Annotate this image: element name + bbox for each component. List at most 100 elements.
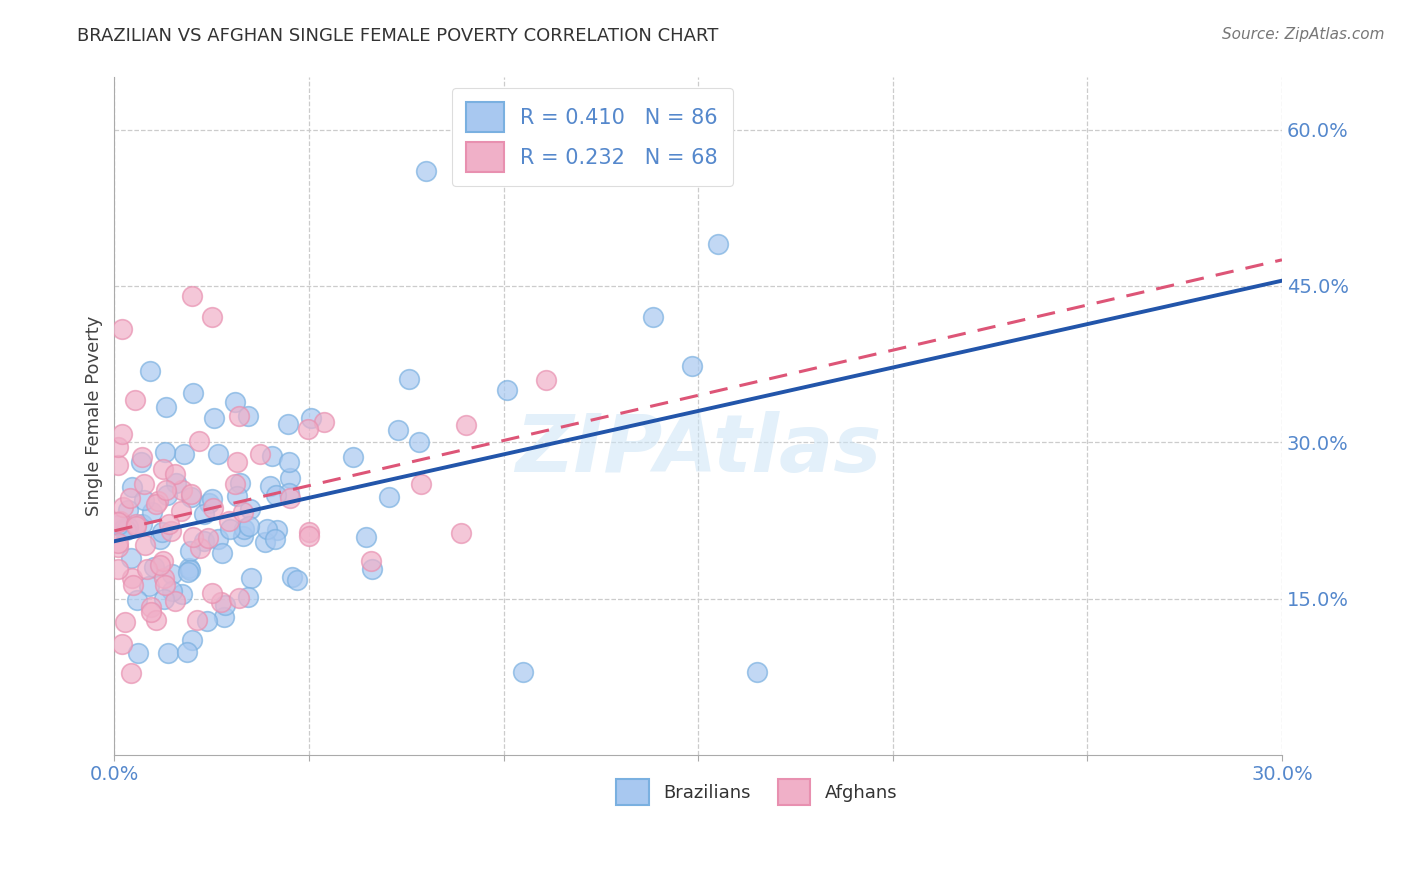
Point [263,532,285,546]
Point [163,467,186,481]
Point [238,519,260,533]
Point [124,392,146,407]
Point [361,562,384,576]
Point [124,519,146,533]
Point [127,646,149,660]
Point [186,613,208,627]
Point [641,310,664,325]
Point [141,600,163,615]
Point [142,560,165,574]
Point [534,373,557,387]
Point [285,573,308,587]
Point [254,535,277,549]
Point [214,598,236,612]
Point [165,476,187,491]
Point [107,515,129,529]
Point [129,455,152,469]
Point [125,516,148,531]
Point [108,514,131,528]
Point [256,522,278,536]
Point [236,409,259,424]
Point [155,483,177,498]
Point [187,434,209,449]
Point [188,541,211,556]
Point [377,491,399,505]
Point [114,615,136,629]
Point [155,400,177,414]
Point [181,530,204,544]
Point [131,516,153,531]
Point [681,359,703,373]
Point [226,489,249,503]
Point [120,551,142,566]
Point [181,386,204,401]
Point [121,571,143,585]
Point [107,458,129,472]
Point [125,593,148,607]
Point [354,530,377,544]
Point [141,505,163,519]
Point [232,505,254,519]
Point [180,633,202,648]
Point [260,449,283,463]
Point [512,665,534,679]
Point [228,409,250,424]
Point [157,516,180,531]
Point [450,525,472,540]
Point [277,417,299,431]
Point [153,571,176,585]
Point [259,479,281,493]
Legend: Brazilians, Afghans: Brazilians, Afghans [607,770,905,814]
Point [342,450,364,464]
Point [225,455,247,469]
Point [197,532,219,546]
Point [139,605,162,619]
Point [111,321,134,335]
Point [173,447,195,461]
Point [160,524,183,538]
Point [156,646,179,660]
Point [297,422,319,436]
Point [278,486,301,500]
Point [172,483,194,497]
Point [177,565,200,579]
Point [312,415,335,429]
Point [149,532,172,546]
Point [193,533,215,548]
Point [111,500,134,514]
Point [278,491,301,506]
Point [212,610,235,624]
Point [298,529,321,543]
Text: ZIPAtlas: ZIPAtlas [515,411,882,489]
Point [706,237,728,252]
Point [107,440,129,454]
Point [207,532,229,546]
Point [232,522,254,536]
Point [176,644,198,658]
Point [249,447,271,461]
Point [745,665,768,679]
Point [117,520,139,534]
Point [236,591,259,605]
Point [360,554,382,568]
Point [120,665,142,680]
Point [132,477,155,491]
Point [150,525,173,540]
Point [136,561,159,575]
Point [193,507,215,521]
Point [181,289,204,303]
Text: Source: ZipAtlas.com: Source: ZipAtlas.com [1222,27,1385,42]
Point [131,450,153,465]
Point [281,570,304,584]
Point [201,500,224,515]
Point [198,495,221,509]
Point [165,593,187,607]
Point [107,517,129,532]
Point [228,591,250,605]
Point [118,491,141,505]
Point [153,592,176,607]
Point [138,364,160,378]
Point [411,476,433,491]
Point [229,476,252,491]
Point [211,545,233,559]
